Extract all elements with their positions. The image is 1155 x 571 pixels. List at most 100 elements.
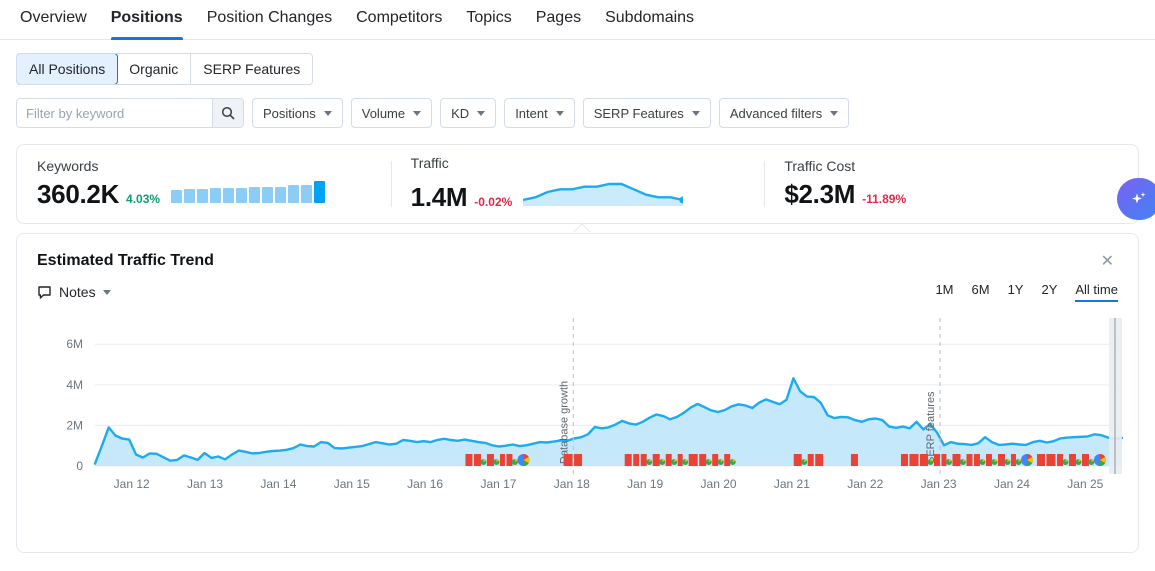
note-flag-icon [38,285,51,299]
chevron-down-icon [413,110,422,116]
x-axis-label: Jan 21 [774,477,810,491]
close-panel-button[interactable]: ✕ [1100,253,1114,270]
x-axis-label: Jan 20 [701,477,737,491]
google-update-marker [699,454,707,466]
notes-label: Notes [59,284,96,300]
filter-serp-features[interactable]: SERP Features [582,98,711,128]
filter-kd[interactable]: KD [440,98,497,128]
sparkline-bar [223,188,235,203]
google-update-marker [473,454,481,466]
google-update-marker [574,454,583,466]
traffic-trend-chart[interactable]: 0 2M 4M 6M Jan 12 Jan 13 Jan 14 Jan 15 Jan 16 Jan… [17,316,1138,554]
sparkline-bar [197,189,209,203]
google-update-marker [952,454,961,466]
chevron-down-icon [691,110,700,116]
sparkline-bar [262,187,274,203]
x-axis-label: Jan 18 [554,477,590,491]
google-update-marker [1036,454,1045,466]
nav-item-pages[interactable]: Pages [535,9,582,26]
range-6m[interactable]: 6M [971,282,990,297]
filter-volume[interactable]: Volume [350,98,433,128]
x-axis-label: Jan 15 [334,477,370,491]
range-all-time[interactable]: All time [1075,282,1118,302]
ai-assistant-button[interactable] [1117,178,1155,220]
segment-all-positions[interactable]: All Positions [17,54,119,84]
nav-item-subdomains[interactable]: Subdomains [605,9,695,26]
filter-label: SERP Features [593,105,684,121]
segment-serp-features[interactable]: SERP Features [191,54,313,84]
google-update-marker [563,454,573,466]
filter-label: Positions [263,105,316,121]
chart-area-fill [95,378,1122,466]
sparkline-bar [236,188,248,203]
google-update-marker [499,454,505,466]
traffic-sparkline-area [523,182,684,206]
filter-positions[interactable]: Positions [252,98,343,128]
metric-value-row: $2.3M -11.89% [784,179,1118,210]
google-update-markers [465,454,1106,466]
keyword-filter [16,98,244,128]
metrics-row: Keywords 360.2K 4.03% Traffic 1.4M -0.02% Traf… [17,145,1138,223]
range-1m[interactable]: 1M [935,282,954,297]
google-update-marker [1020,454,1033,466]
x-axis-label: Jan 19 [627,477,663,491]
x-axis-label: Jan 22 [847,477,883,491]
google-update-marker [919,454,928,466]
sparkline-bar [171,190,183,203]
search-input[interactable] [17,99,212,127]
nav-item-competitors[interactable]: Competitors [356,9,443,26]
filter-intent[interactable]: Intent [504,98,575,128]
filter-advanced-filters[interactable]: Advanced filters [718,98,850,128]
nav-item-positions[interactable]: Positions [110,0,183,40]
google-update-marker [506,454,513,466]
metric-value-row: 360.2K 4.03% [37,179,371,210]
google-update-marker [966,454,973,466]
panel-subheader: Notes 1M 6M 1Y 2Y All time [17,272,1138,302]
nav-item-topics[interactable]: Topics [466,9,512,26]
metric-delta: -0.02% [474,195,513,209]
google-update-marker [1068,454,1076,466]
chart-line [93,377,1124,465]
metric-value: 360.2K [37,179,120,209]
estimated-traffic-trend-panel: Estimated Traffic Trend ✕ Notes 1M 6M 1Y 2Y… [16,233,1139,553]
chevron-down-icon [323,110,332,116]
range-1y[interactable]: 1Y [1007,282,1024,297]
metric-value: 1.4M [410,182,468,212]
google-update-marker [807,454,814,466]
annotation-label: SERP features [925,391,937,464]
search-button[interactable] [212,99,243,127]
metric-value: $2.3M [784,179,856,209]
y-axis-label: 0 [76,459,83,473]
nav-item-overview[interactable]: Overview [20,9,87,26]
google-update-marker [997,454,1005,466]
x-axis-label: Jan 13 [187,477,223,491]
top-navigation: Overview Positions Position Changes Competi… [0,0,1155,40]
metric-value-row: 1.4M -0.02% [411,176,745,213]
panel-header: Estimated Traffic Trend ✕ [17,234,1138,272]
annotation-label: Database growth [558,381,570,464]
positions-filter-row: All Positions Organic SERP Features [0,40,1155,85]
google-update-marker [909,454,919,466]
filter-bar: Positions Volume KD Intent SERP Features Adva… [0,85,1155,128]
google-update-marker [850,454,858,466]
x-axis-label: Jan 14 [260,477,296,491]
google-update-marker [985,454,992,466]
metric-label: Traffic Cost [784,158,856,174]
segment-organic[interactable]: Organic [117,54,192,84]
metric-label: Keywords [37,158,99,174]
range-2y[interactable]: 2Y [1041,282,1058,297]
positions-segmented-control: All Positions Organic SERP Features [16,53,314,85]
google-update-marker [633,454,640,466]
google-update-marker [815,454,824,466]
google-update-marker [724,454,731,466]
google-update-marker [900,454,908,466]
google-update-marker [1081,454,1089,466]
metric-delta: 4.03% [126,192,161,206]
notes-toggle[interactable]: Notes [37,284,111,300]
time-range-selector: 1M 6M 1Y 2Y All time [935,282,1118,302]
nav-item-position-changes[interactable]: Position Changes [206,9,333,26]
x-axis-label: Jan 25 [1067,477,1103,491]
x-axis-label: Jan 12 [114,477,150,491]
chevron-down-icon [555,110,564,116]
metric-label: Traffic [410,155,449,171]
